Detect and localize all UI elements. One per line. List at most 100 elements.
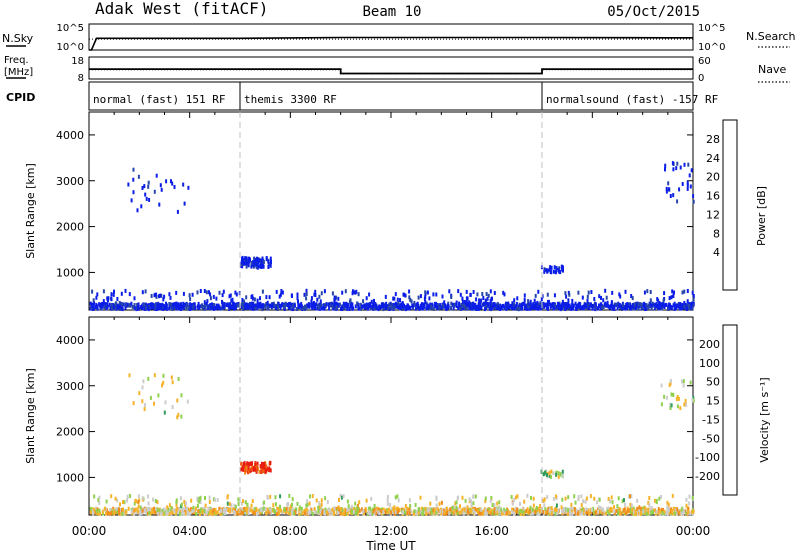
scatter-point: [187, 185, 190, 190]
scatter-point: [362, 299, 365, 304]
scatter-point: [490, 508, 493, 513]
scatter-point: [680, 379, 683, 384]
scatter-point: [543, 503, 546, 508]
scatter-point: [594, 302, 597, 307]
scatter-point: [109, 511, 112, 516]
scatter-point: [618, 292, 621, 297]
scatter-point: [205, 290, 208, 295]
scatter-point: [203, 289, 206, 293]
scatter-point: [630, 503, 633, 508]
scatter-point: [369, 511, 372, 516]
scatter-point: [305, 296, 308, 301]
scatter-point: [274, 305, 277, 310]
scatter-point: [685, 402, 688, 407]
scatter-point: [549, 302, 552, 307]
scatter-point: [655, 509, 658, 514]
scatter-point: [224, 511, 227, 516]
scatter-point: [244, 468, 247, 472]
scatter-point: [250, 295, 253, 299]
scatter-point: [451, 505, 454, 510]
scatter-point: [260, 261, 263, 266]
scatter-point: [323, 510, 325, 515]
scatter-point: [635, 303, 638, 308]
scatter-point: [474, 302, 477, 307]
scatter-point: [567, 298, 570, 303]
scatter-point: [175, 290, 178, 295]
scatter-point: [671, 289, 674, 294]
scatter-point: [323, 303, 326, 308]
scatter-point: [342, 301, 345, 306]
scatter-point: [434, 304, 436, 309]
scatter-point: [251, 301, 254, 306]
scatter-point: [555, 503, 558, 508]
scatter-point: [373, 507, 376, 512]
scatter-point: [280, 289, 283, 293]
scatter-point: [665, 511, 668, 516]
scatter-point: [238, 511, 241, 516]
scatter-point: [436, 506, 439, 511]
scatter-point: [130, 301, 133, 306]
scatter-point: [687, 510, 690, 514]
ytick-label: 2000: [56, 426, 84, 439]
scatter-point: [558, 306, 561, 311]
scatter-point: [373, 306, 376, 311]
scatter-point: [563, 304, 566, 309]
scatter-point: [328, 508, 330, 513]
scatter-point: [636, 506, 639, 511]
scatter-point: [242, 499, 244, 504]
scatter-point: [222, 305, 225, 310]
scatter-point: [526, 306, 529, 311]
scatter-point: [244, 464, 247, 469]
scatter-point: [452, 306, 455, 311]
scatter-point: [242, 307, 245, 311]
scatter-point: [159, 183, 162, 188]
scatter-point: [522, 512, 525, 517]
scatter-point: [552, 269, 555, 274]
scatter-point: [464, 302, 467, 307]
scatter-point: [580, 494, 583, 499]
scatter-point: [147, 501, 150, 506]
scatter-point: [689, 184, 692, 189]
scatter-point: [282, 304, 285, 309]
scatter-point: [443, 300, 446, 305]
scatter-point: [396, 304, 399, 309]
scatter-point: [438, 305, 441, 310]
scatter-point: [500, 305, 503, 310]
scatter-point: [137, 494, 140, 499]
scatter-point: [508, 511, 511, 516]
scatter-point: [278, 294, 281, 299]
scatter-point: [357, 306, 360, 310]
scatter-point: [604, 301, 607, 306]
scatter-point: [176, 209, 179, 214]
scatter-point: [308, 501, 311, 506]
scatter-point: [387, 507, 390, 512]
scatter-point: [249, 305, 252, 310]
scatter-point: [310, 508, 313, 513]
scatter-point: [457, 507, 460, 512]
scatter-point: [449, 306, 452, 311]
scatter-point: [89, 506, 92, 511]
scatter-point: [141, 290, 144, 295]
scatter-point: [242, 465, 245, 470]
scatter-point: [556, 511, 559, 515]
scatter-point: [548, 267, 551, 272]
scatter-point: [172, 302, 175, 307]
scatter-point: [236, 303, 239, 308]
scatter-point: [396, 494, 399, 499]
scatter-point: [671, 161, 674, 166]
scatter-point: [229, 507, 232, 512]
scatter-point: [380, 509, 383, 513]
scatter-point: [118, 507, 120, 512]
scatter-point: [195, 506, 198, 511]
scatter-point: [302, 306, 305, 310]
scatter-point: [429, 511, 432, 516]
scatter-point: [179, 496, 182, 501]
scatter-point: [648, 503, 651, 508]
scatter-point: [163, 410, 166, 415]
scatter-point: [394, 301, 397, 306]
scatter-point: [346, 511, 349, 516]
scatter-point: [288, 493, 291, 498]
ytick-label: 3000: [56, 175, 84, 188]
scatter-point: [656, 510, 659, 515]
colorbar-tick-label: -15: [702, 413, 720, 426]
